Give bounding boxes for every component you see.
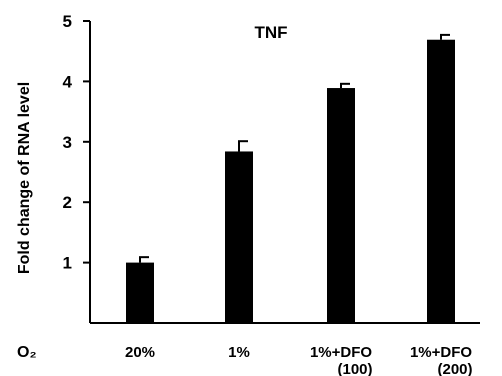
x-tick-label: 1% bbox=[228, 344, 250, 361]
bar bbox=[126, 262, 154, 323]
x-tick-label: (200) bbox=[437, 361, 472, 376]
y-tick-label: 2 bbox=[63, 193, 72, 212]
x-tick-label: 20% bbox=[125, 344, 155, 361]
x-axis-tick-labels: 20% 1% 1%+DFO(100)1%+DFO(200) bbox=[125, 344, 473, 376]
y-tick-label: 4 bbox=[63, 72, 73, 91]
y-tick-label: 5 bbox=[63, 12, 72, 31]
bars bbox=[126, 39, 455, 323]
chart-title: TNF bbox=[254, 23, 287, 42]
bar bbox=[327, 88, 355, 323]
x-tick-label: 1%+DFO bbox=[410, 344, 472, 361]
y-axis-ticks: 1 2 3 4 5 bbox=[63, 12, 90, 273]
x-tick-label: 1%+DFO bbox=[310, 344, 372, 361]
x-axis-label: O₂ bbox=[17, 344, 37, 361]
bar bbox=[427, 39, 455, 323]
y-axis-label: Fold change of RNA level bbox=[16, 82, 33, 274]
y-tick-label: 3 bbox=[63, 133, 72, 152]
y-tick-label: 1 bbox=[63, 254, 72, 273]
x-tick-label: (100) bbox=[337, 361, 372, 376]
error-bars bbox=[139, 33, 450, 263]
bar bbox=[225, 151, 253, 323]
